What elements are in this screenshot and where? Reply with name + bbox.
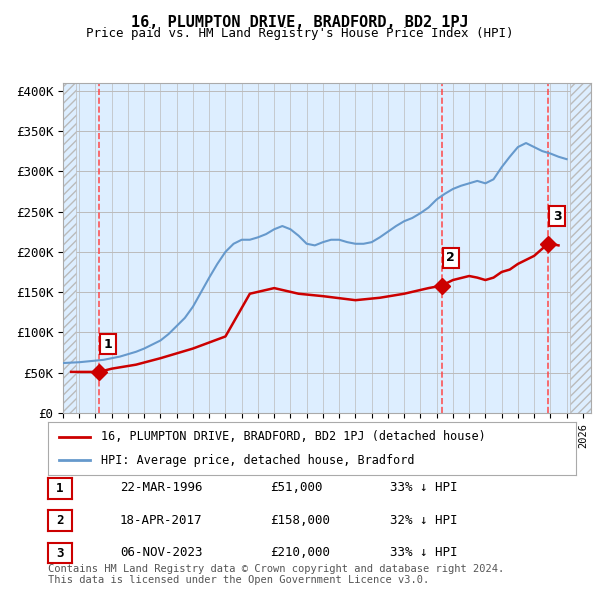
Text: 2: 2	[446, 251, 455, 264]
Text: 33% ↓ HPI: 33% ↓ HPI	[390, 481, 458, 494]
Text: 22-MAR-1996: 22-MAR-1996	[120, 481, 203, 494]
Text: 16, PLUMPTON DRIVE, BRADFORD, BD2 1PJ (detached house): 16, PLUMPTON DRIVE, BRADFORD, BD2 1PJ (d…	[101, 430, 485, 443]
Text: 18-APR-2017: 18-APR-2017	[120, 514, 203, 527]
Text: 3: 3	[56, 546, 64, 560]
Text: 1: 1	[56, 481, 64, 495]
Text: Contains HM Land Registry data © Crown copyright and database right 2024.
This d: Contains HM Land Registry data © Crown c…	[48, 563, 504, 585]
Bar	[570, 83, 591, 413]
Text: £210,000: £210,000	[270, 546, 330, 559]
Text: HPI: Average price, detached house, Bradford: HPI: Average price, detached house, Brad…	[101, 454, 415, 467]
Text: £51,000: £51,000	[270, 481, 323, 494]
Text: 2: 2	[56, 514, 64, 527]
Bar	[63, 83, 76, 413]
Text: 06-NOV-2023: 06-NOV-2023	[120, 546, 203, 559]
Text: 3: 3	[553, 209, 562, 222]
Text: 33% ↓ HPI: 33% ↓ HPI	[390, 546, 458, 559]
Text: 1: 1	[104, 337, 113, 350]
Text: 32% ↓ HPI: 32% ↓ HPI	[390, 514, 458, 527]
Text: £158,000: £158,000	[270, 514, 330, 527]
Text: Price paid vs. HM Land Registry's House Price Index (HPI): Price paid vs. HM Land Registry's House …	[86, 27, 514, 40]
Text: 16, PLUMPTON DRIVE, BRADFORD, BD2 1PJ: 16, PLUMPTON DRIVE, BRADFORD, BD2 1PJ	[131, 15, 469, 30]
